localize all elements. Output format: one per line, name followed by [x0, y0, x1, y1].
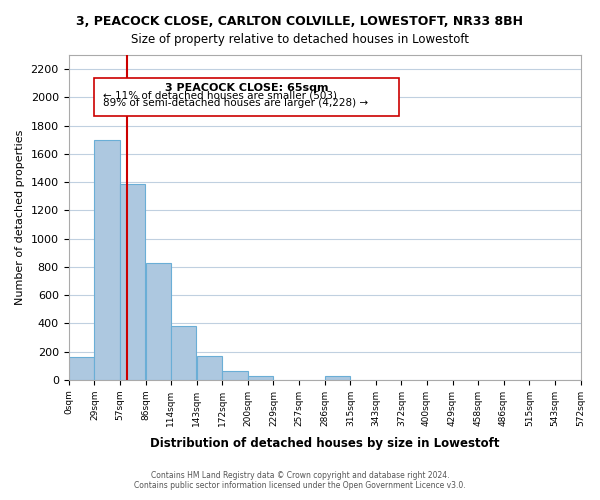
Bar [248, 376, 272, 380]
Text: 89% of semi-detached houses are larger (4,228) →: 89% of semi-detached houses are larger (… [103, 98, 368, 108]
Text: Size of property relative to detached houses in Lowestoft: Size of property relative to detached ho… [131, 32, 469, 46]
Bar [94, 140, 119, 380]
Bar [197, 356, 221, 380]
X-axis label: Distribution of detached houses by size in Lowestoft: Distribution of detached houses by size … [150, 437, 499, 450]
Text: Contains HM Land Registry data © Crown copyright and database right 2024.
Contai: Contains HM Land Registry data © Crown c… [134, 470, 466, 490]
Bar [325, 376, 350, 380]
Bar [68, 357, 94, 380]
Bar [119, 184, 145, 380]
Bar [146, 262, 170, 380]
Bar [170, 326, 196, 380]
Bar [223, 370, 248, 380]
Text: 3, PEACOCK CLOSE, CARLTON COLVILLE, LOWESTOFT, NR33 8BH: 3, PEACOCK CLOSE, CARLTON COLVILLE, LOWE… [77, 15, 523, 28]
Text: ← 11% of detached houses are smaller (503): ← 11% of detached houses are smaller (50… [103, 90, 337, 101]
Text: 3 PEACOCK CLOSE: 65sqm: 3 PEACOCK CLOSE: 65sqm [165, 82, 328, 92]
FancyBboxPatch shape [94, 78, 399, 116]
Y-axis label: Number of detached properties: Number of detached properties [15, 130, 25, 305]
